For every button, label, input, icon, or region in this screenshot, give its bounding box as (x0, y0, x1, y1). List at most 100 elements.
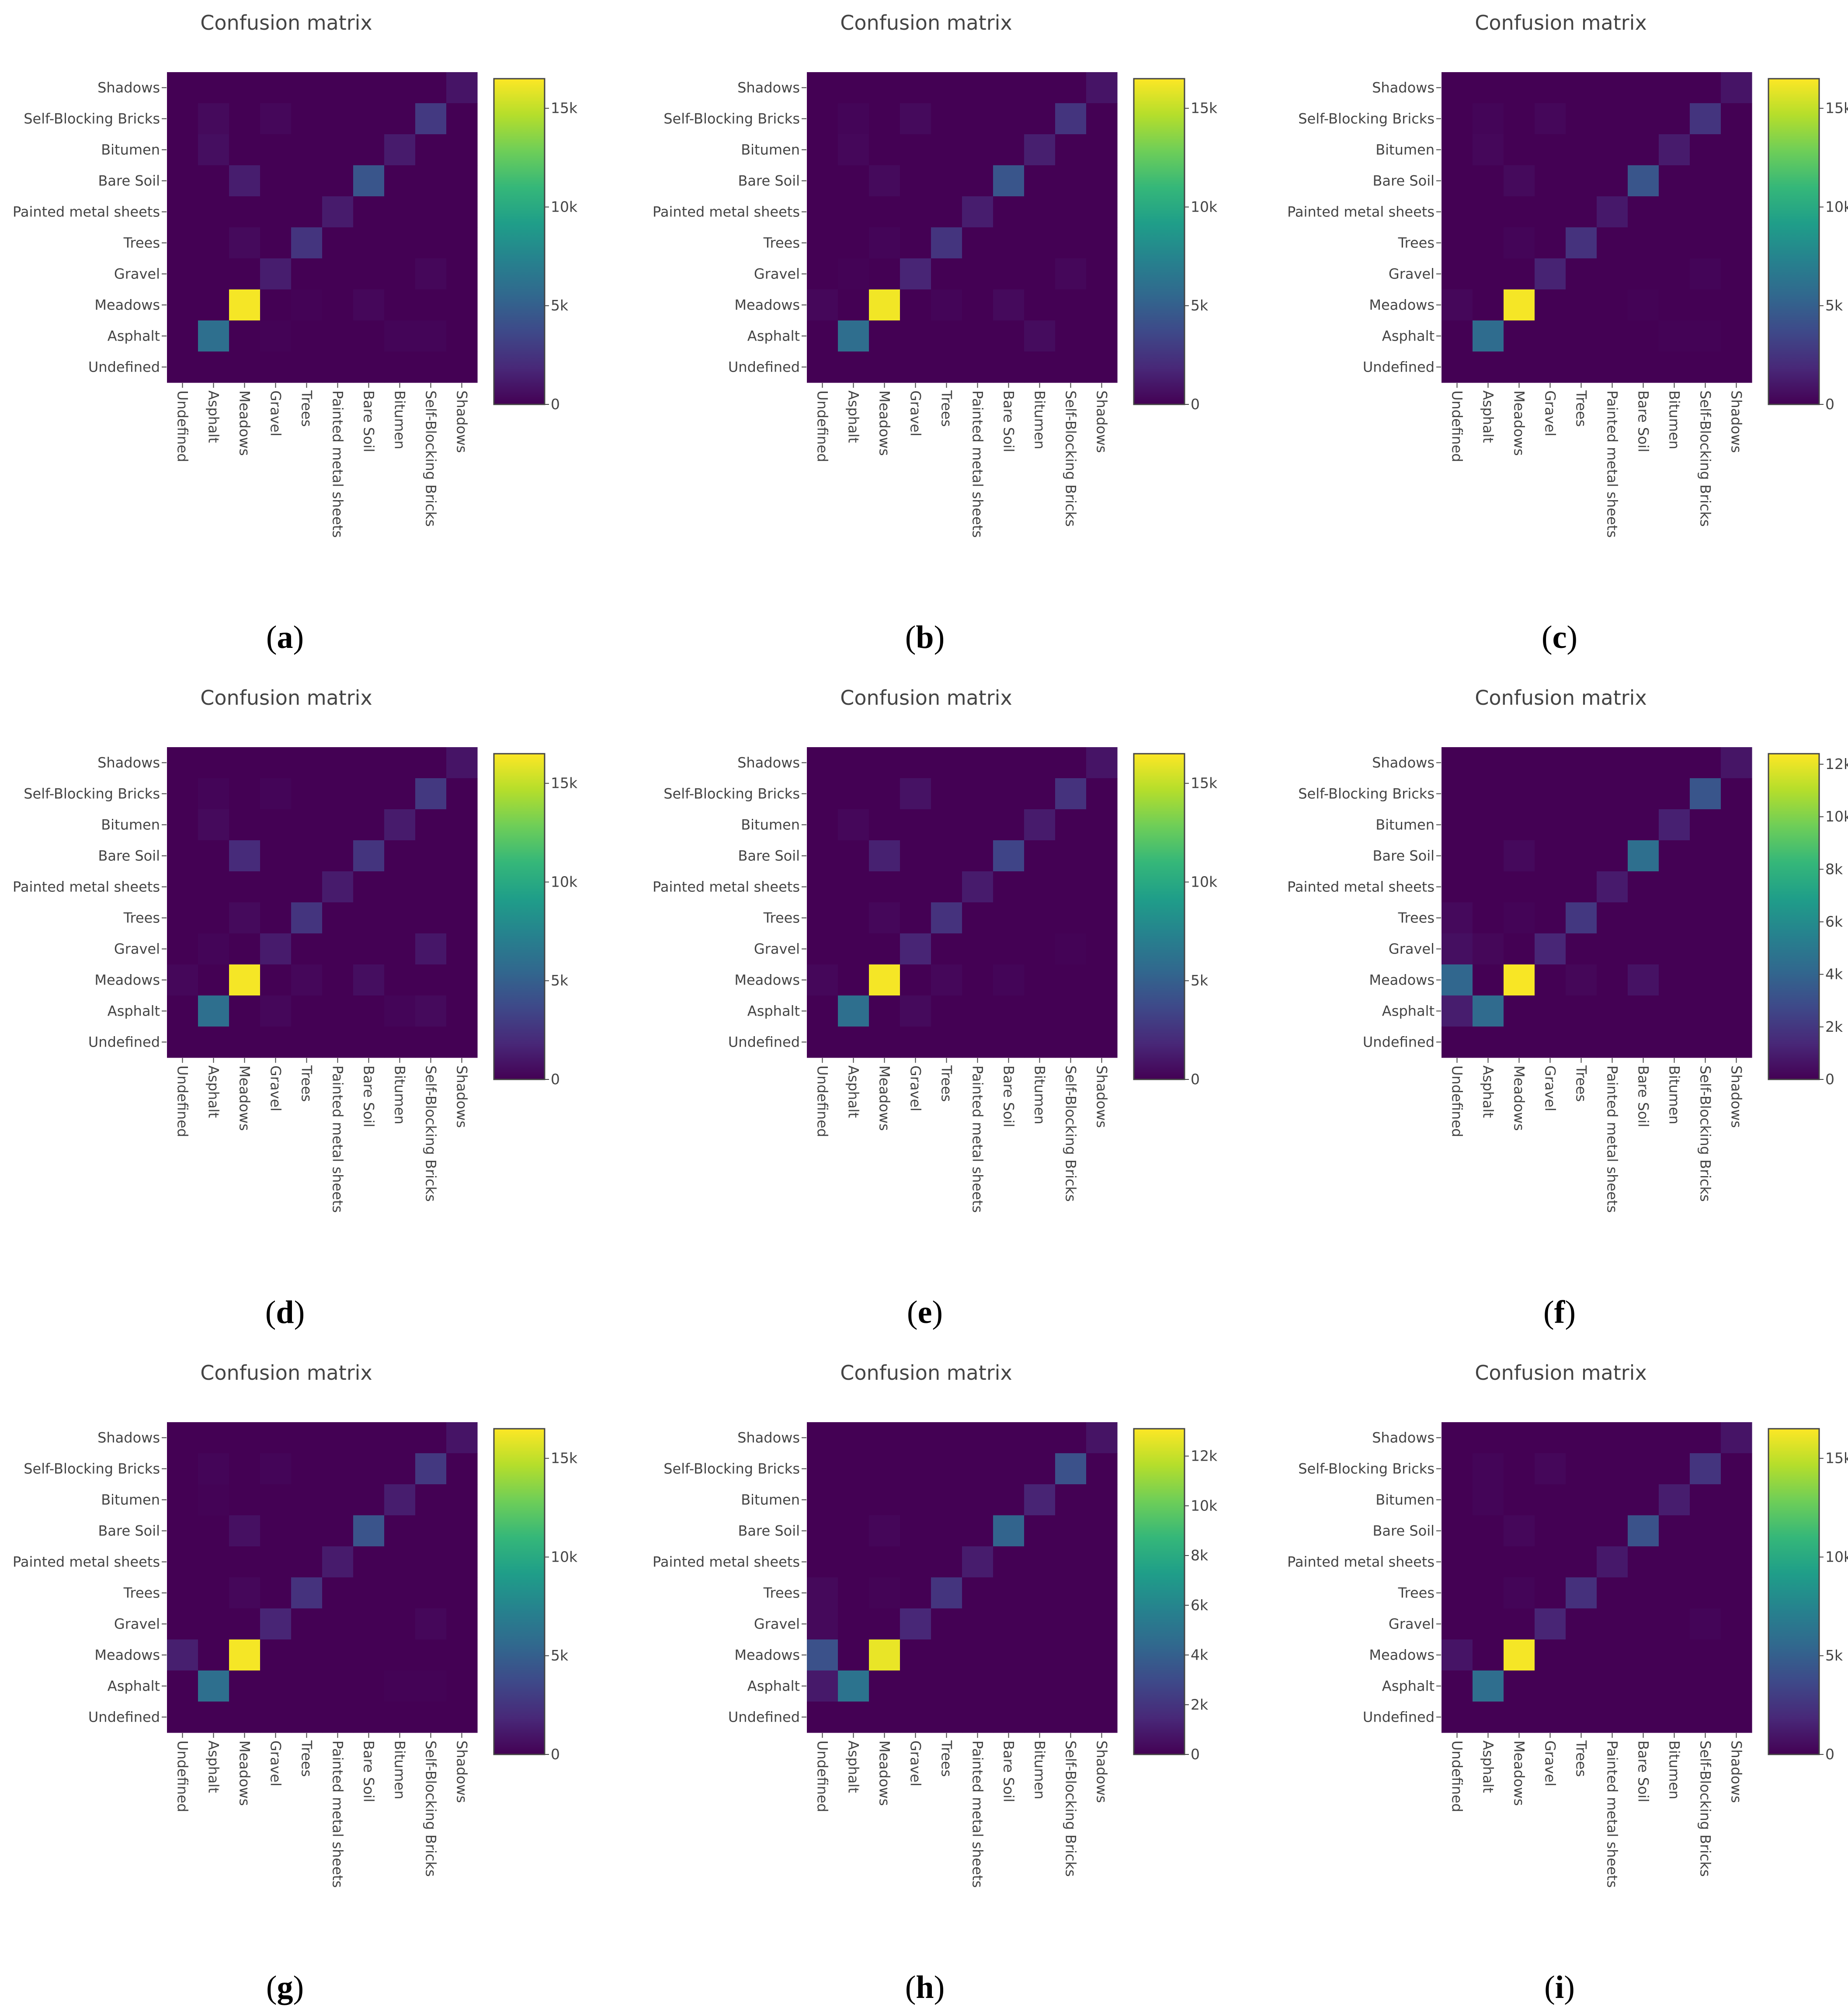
heatmap-cell (931, 933, 962, 965)
heatmap-cell (1473, 995, 1504, 1027)
heatmap-cell (962, 902, 993, 934)
heatmap-cell (838, 840, 869, 872)
heatmap-cell (900, 778, 931, 810)
heatmap-cell (1024, 72, 1056, 104)
heatmap-cell (415, 778, 447, 810)
heatmap-cell (962, 1577, 993, 1609)
x-tick-label: Undefined (814, 1065, 831, 1137)
heatmap-cell (322, 1702, 354, 1733)
y-tick-label: Gravel (114, 266, 160, 282)
heatmap-cell (1504, 289, 1535, 321)
heatmap-cell (167, 196, 198, 228)
heatmap-cell (838, 1670, 869, 1702)
heatmap-cell (1535, 809, 1566, 841)
heatmap-cell (291, 289, 323, 321)
heatmap-cell (1504, 1546, 1535, 1578)
heatmap-cell (1504, 1422, 1535, 1454)
x-tick-label: Meadows (876, 1740, 893, 1806)
heatmap-cell (1628, 320, 1659, 352)
colorbar-tick-label: 10k (1191, 873, 1218, 890)
y-tick-label: Bare Soil (738, 173, 800, 189)
heatmap-cell (900, 1515, 931, 1547)
heatmap-cell (353, 902, 385, 934)
y-tick-label: Gravel (754, 266, 800, 282)
heatmap-cell (1597, 995, 1628, 1027)
heatmap-cell (322, 809, 354, 841)
heatmap-cell (1721, 964, 1752, 996)
heatmap-cell (229, 134, 261, 166)
heatmap-cell (415, 995, 447, 1027)
heatmap-cell (931, 1484, 962, 1516)
heatmap-cell (1597, 320, 1628, 352)
heatmap-cell (446, 227, 478, 259)
confusion-matrix-panel-c: Confusion matrix Shadows Self-Blocking Bri… (1287, 11, 1848, 655)
heatmap-cell (1473, 1027, 1504, 1058)
heatmap-cell (993, 747, 1025, 779)
heatmap-cell (384, 1453, 416, 1485)
heatmap-cell (229, 778, 261, 810)
heatmap-cell (1659, 1546, 1690, 1578)
y-tick-label: Asphalt (108, 328, 160, 345)
heatmap-cell (962, 258, 993, 290)
heatmap-cell (1055, 1608, 1087, 1640)
heatmap-cell (900, 809, 931, 841)
chart-title: Confusion matrix (200, 1361, 372, 1385)
heatmap-cell (931, 1515, 962, 1547)
heatmap-cell (260, 809, 292, 841)
heatmap-cell (1628, 1577, 1659, 1609)
heatmap-cell (931, 871, 962, 903)
heatmap-cell (1659, 964, 1690, 996)
heatmap-cell (1442, 1027, 1473, 1058)
heatmap-cell (1721, 902, 1752, 934)
heatmap-cell (322, 1546, 354, 1578)
caption-letter: c (1553, 619, 1567, 655)
heatmap-cell (962, 809, 993, 841)
heatmap-cell (1535, 1453, 1566, 1485)
heatmap-cell (1504, 1577, 1535, 1609)
colorbar-tick-label: 15k (1191, 100, 1218, 117)
heatmap-cell (260, 1639, 292, 1671)
colorbar-frame (1133, 1428, 1185, 1755)
heatmap-cell (353, 165, 385, 197)
heatmap-cell (1086, 995, 1118, 1027)
heatmap-cell (869, 840, 900, 872)
heatmap-cell (1442, 902, 1473, 934)
heatmap-cell (1659, 320, 1690, 352)
colorbar-tick-label: 0 (1825, 1071, 1834, 1088)
heatmap-cell (869, 103, 900, 135)
y-tick-label: Meadows (1369, 297, 1435, 313)
heatmap-cell (1628, 103, 1659, 135)
x-tick-label: Shadows (1094, 1065, 1110, 1128)
heatmap-cell (1055, 320, 1087, 352)
heatmap-cell (198, 778, 229, 810)
y-tick-label: Bitumen (101, 142, 160, 158)
heatmap-cell (1597, 1670, 1628, 1702)
heatmap-cell (1721, 840, 1752, 872)
heatmap-cell (291, 995, 323, 1027)
heatmap-cell (229, 1453, 261, 1485)
heatmap-cell (869, 258, 900, 290)
heatmap-cell (807, 1546, 838, 1578)
heatmap-cell (838, 134, 869, 166)
heatmap-cell (1659, 227, 1690, 259)
heatmap-cell (291, 1453, 323, 1485)
heatmap-cell (322, 995, 354, 1027)
y-tick-label: Meadows (734, 1647, 800, 1664)
heatmap-cell (1628, 1515, 1659, 1547)
caption-open-paren: ( (266, 619, 277, 655)
heatmap-cell (900, 196, 931, 228)
heatmap-cell (198, 1670, 229, 1702)
heatmap-cell (1659, 1453, 1690, 1485)
heatmap-cell (1055, 809, 1087, 841)
heatmap-cell (1566, 1422, 1597, 1454)
caption-close-paren: ) (932, 1295, 943, 1330)
heatmap-cell (1628, 351, 1659, 383)
x-tick-label: Meadows (876, 390, 893, 456)
heatmap-cell (415, 320, 447, 352)
heatmap-cell (869, 1453, 900, 1485)
heatmap-cell (1504, 840, 1535, 872)
heatmap-cell (993, 840, 1025, 872)
heatmap-cell (869, 1639, 900, 1671)
heatmap-cell (962, 995, 993, 1027)
heatmap-cell (1473, 809, 1504, 841)
